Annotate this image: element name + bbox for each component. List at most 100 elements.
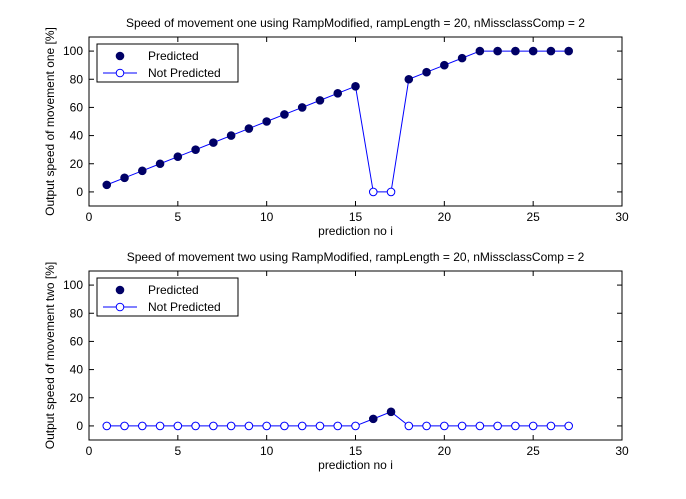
x-tick-label: 30 (615, 444, 629, 458)
legend-predicted-marker (115, 51, 125, 61)
predicted-point (102, 180, 112, 190)
y-axis-label: Output speed of movement one [%] (43, 27, 57, 216)
predicted-point (475, 46, 485, 56)
x-tick-label: 0 (86, 210, 93, 224)
predicted-point (404, 74, 414, 84)
predicted-point (138, 166, 147, 176)
predicted-point (297, 103, 307, 112)
predicted-point (351, 81, 360, 91)
not-predicted-point (244, 421, 254, 431)
not-predicted-point (155, 421, 165, 431)
not-predicted-point (226, 421, 236, 431)
legend-not-predicted-marker (115, 302, 125, 312)
predicted-point (386, 407, 396, 417)
not-predicted-point (138, 421, 147, 431)
legend-predicted-marker (115, 285, 125, 295)
legend: Predicted Not Predicted (96, 277, 239, 317)
x-tick-label: 0 (86, 444, 93, 458)
x-tick-label: 25 (526, 210, 540, 224)
chart-title: Speed of movement one using RampModified… (126, 16, 585, 30)
predicted-point (226, 131, 236, 140)
y-axis-label: Output speed of movement two [%] (43, 262, 57, 449)
not-predicted-point (102, 421, 112, 431)
not-predicted-point (511, 421, 520, 431)
x-tick-label: 10 (260, 444, 274, 458)
y-tick-label: 0 (76, 419, 83, 433)
x-tick-label: 10 (260, 210, 274, 224)
legend: Predicted Not Predicted (96, 43, 239, 83)
x-tick-label: 30 (615, 210, 629, 224)
x-tick-label: 20 (438, 444, 452, 458)
not-predicted-point (297, 421, 307, 431)
not-predicted-point (262, 421, 271, 431)
not-predicted-point (404, 421, 414, 431)
predicted-point (262, 117, 271, 126)
not-predicted-point (173, 421, 183, 431)
predicted-point (191, 145, 200, 154)
not-predicted-point (351, 421, 360, 431)
predicted-point (511, 46, 520, 56)
predicted-point (209, 138, 218, 147)
predicted-point (280, 110, 289, 119)
chart-panel-1: Speed of movement one using RampModified… (43, 16, 629, 238)
not-predicted-point (546, 421, 556, 431)
not-predicted-point (475, 421, 485, 431)
predicted-point (546, 46, 556, 56)
y-tick-label: 20 (70, 157, 84, 171)
predicted-point (368, 414, 378, 424)
y-tick-label: 100 (63, 278, 83, 292)
predicted-point (173, 152, 183, 162)
predicted-point (440, 60, 449, 70)
y-tick-label: 40 (70, 363, 84, 377)
legend-not-predicted-label: Not Predicted (148, 66, 221, 80)
predicted-point (315, 96, 325, 105)
not-predicted-point (120, 421, 129, 431)
not-predicted-point (333, 421, 343, 431)
predicted-point (422, 67, 431, 77)
not-predicted-point (386, 187, 396, 197)
chart-panel-2: Speed of movement two using RampModified… (43, 250, 629, 472)
y-tick-label: 0 (76, 185, 83, 199)
not-predicted-point (209, 421, 218, 431)
not-predicted-point (422, 421, 431, 431)
not-predicted-point (191, 421, 200, 431)
y-tick-label: 60 (70, 100, 84, 114)
x-tick-label: 15 (349, 210, 363, 224)
x-axis-label: prediction no i (318, 224, 393, 238)
x-tick-label: 5 (174, 210, 181, 224)
predicted-point (120, 173, 129, 183)
legend-predicted-label: Predicted (148, 49, 199, 63)
not-predicted-point (457, 421, 467, 431)
x-tick-label: 20 (438, 210, 452, 224)
x-axis-label: prediction no i (318, 458, 393, 472)
x-tick-label: 15 (349, 444, 363, 458)
not-predicted-point (528, 421, 538, 431)
y-tick-label: 100 (63, 44, 83, 58)
legend-predicted-label: Predicted (148, 283, 199, 297)
x-tick-label: 25 (526, 444, 540, 458)
legend-not-predicted-label: Not Predicted (148, 300, 221, 314)
predicted-point (244, 124, 254, 133)
predicted-point (155, 159, 165, 169)
not-predicted-point (493, 421, 502, 431)
chart-title: Speed of movement two using RampModified… (127, 250, 585, 264)
not-predicted-point (564, 421, 574, 431)
legend-not-predicted-marker (115, 68, 125, 78)
y-tick-label: 80 (70, 72, 84, 86)
predicted-point (564, 46, 574, 56)
predicted-point (333, 89, 343, 98)
not-predicted-point (368, 187, 378, 197)
not-predicted-point (440, 421, 449, 431)
predicted-point (528, 46, 538, 56)
y-tick-label: 40 (70, 129, 84, 143)
not-predicted-point (280, 421, 289, 431)
y-tick-label: 80 (70, 306, 84, 320)
predicted-point (493, 46, 502, 56)
x-tick-label: 5 (174, 444, 181, 458)
y-tick-label: 20 (70, 391, 84, 405)
predicted-point (457, 53, 467, 63)
not-predicted-point (315, 421, 325, 431)
y-tick-label: 60 (70, 334, 84, 348)
